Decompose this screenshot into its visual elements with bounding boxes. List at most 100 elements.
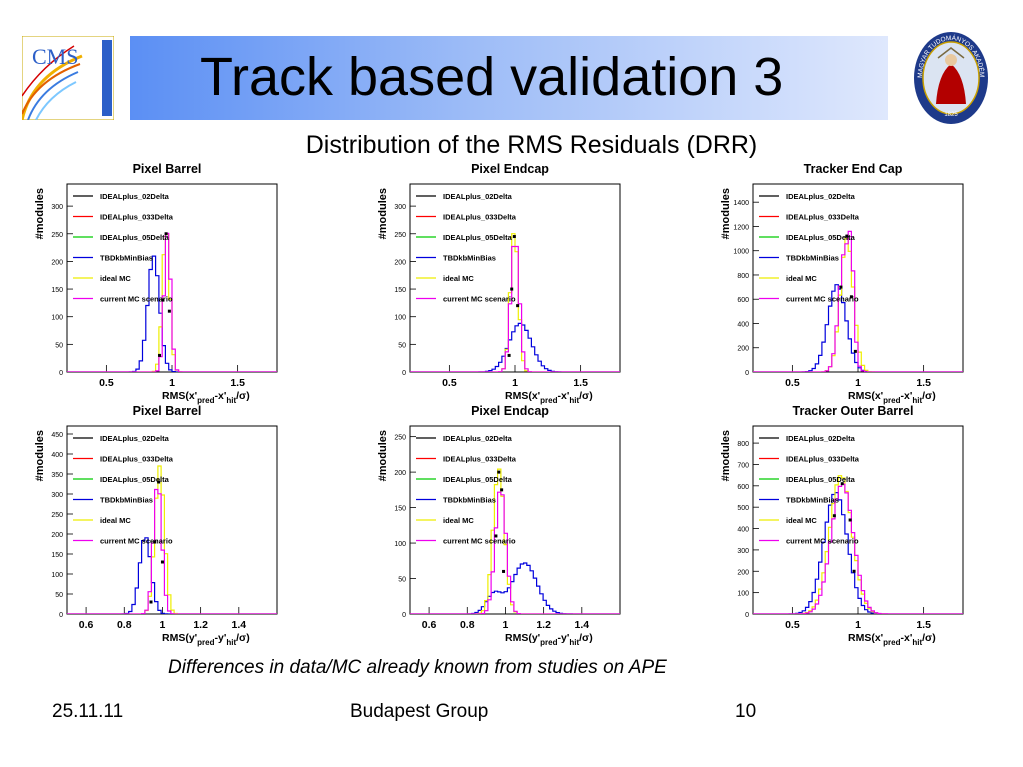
slide-subtitle: Distribution of the RMS Residuals (DRR) bbox=[305, 131, 758, 159]
x-tick-label: 0.5 bbox=[442, 377, 457, 389]
y-tick-label: 0 bbox=[59, 612, 63, 619]
legend-label: current MC scenario bbox=[100, 295, 173, 304]
legend-label: IDEALplus_05Delta bbox=[786, 233, 856, 242]
histogram-series-2 bbox=[410, 245, 620, 372]
data-marker bbox=[516, 304, 520, 308]
histogram-series-2 bbox=[753, 230, 963, 372]
histogram-series-1 bbox=[67, 465, 277, 614]
x-tick-label: 0.8 bbox=[117, 619, 132, 631]
data-marker bbox=[839, 285, 843, 289]
y-tick-label: 150 bbox=[394, 287, 406, 294]
x-tick-label: 1 bbox=[503, 619, 509, 631]
data-marker bbox=[853, 349, 857, 353]
legend-label: TBDkbMinBias bbox=[443, 496, 496, 505]
data-marker bbox=[512, 235, 516, 239]
legend-label: IDEALplus_05Delta bbox=[443, 233, 513, 242]
legend-label: TBDkbMinBias bbox=[786, 496, 839, 505]
chart-title: Pixel Endcap bbox=[471, 162, 549, 176]
footnote: Differences in data/MC already known fro… bbox=[168, 657, 667, 678]
histogram-series-2 bbox=[67, 232, 277, 372]
y-tick-label: 50 bbox=[55, 342, 63, 349]
legend-label: current MC scenario bbox=[786, 537, 859, 546]
legend-label: IDEALplus_02Delta bbox=[443, 192, 513, 201]
chart-title: Tracker Outer Barrel bbox=[793, 404, 914, 418]
data-marker bbox=[158, 353, 162, 357]
legend-label: IDEALplus_05Delta bbox=[100, 233, 170, 242]
y-tick-label: 150 bbox=[394, 506, 406, 513]
chart-pixel-barrel-y: Pixel Barrel 0 50 100 150 200 250 300 350 400 450 0… bbox=[12, 400, 302, 650]
y-tick-label: 200 bbox=[51, 532, 63, 539]
chart-svg: Pixel Barrel 0 50 100 150 200 250 300 350 400 450 0… bbox=[34, 404, 278, 647]
plot-frame bbox=[409, 183, 621, 373]
plot-frame bbox=[409, 425, 621, 615]
legend-label: IDEALplus_02Delta bbox=[100, 434, 170, 443]
legend-label: IDEALplus_05Delta bbox=[443, 475, 513, 484]
data-marker bbox=[852, 569, 856, 573]
legend-label: ideal MC bbox=[786, 274, 817, 283]
y-tick-label: 500 bbox=[737, 505, 749, 512]
y-tick-label: 300 bbox=[51, 492, 63, 499]
legend-label: TBDkbMinBias bbox=[786, 254, 839, 263]
x-axis-label: RMS(x'pred-x'hit/σ) bbox=[162, 390, 250, 405]
x-tick-label: 1.5 bbox=[573, 377, 588, 389]
y-tick-label: 100 bbox=[737, 591, 749, 598]
y-tick-label: 100 bbox=[51, 572, 63, 579]
legend-label: IDEALplus_02Delta bbox=[443, 434, 513, 443]
chart-title: Pixel Barrel bbox=[133, 162, 202, 176]
y-tick-label: 700 bbox=[737, 462, 749, 469]
legend-label: IDEALplus_05Delta bbox=[100, 475, 170, 484]
y-axis-label: #modules bbox=[720, 430, 732, 481]
y-tick-label: 50 bbox=[398, 342, 406, 349]
y-tick-label: 400 bbox=[737, 321, 749, 328]
academy-seal: MAGYAR TUDOMÁNYOS AKADÉMIA 1825 bbox=[910, 25, 990, 126]
chart-pixel-endcap-x: Pixel Endcap 0 50 100 150 200 250 300 0.5 1 1.5 #mo… bbox=[355, 158, 645, 408]
y-tick-label: 0 bbox=[402, 612, 406, 619]
y-tick-label: 300 bbox=[51, 204, 63, 211]
legend-label: IDEALplus_033Delta bbox=[100, 213, 174, 222]
data-marker bbox=[832, 514, 836, 518]
histogram-series-2 bbox=[410, 491, 620, 614]
chart-svg: Pixel Endcap 0 50 100 150 200 250 300 0.5 1 1.5 #mo… bbox=[377, 162, 621, 405]
y-tick-label: 50 bbox=[55, 592, 63, 599]
y-axis-label: #modules bbox=[377, 430, 389, 481]
title-bar: Track based validation 3 bbox=[130, 36, 888, 120]
y-tick-label: 100 bbox=[394, 315, 406, 322]
y-tick-label: 100 bbox=[394, 541, 406, 548]
chart-tracker-outer-barrel: Tracker Outer Barrel 0 100 200 300 400 500 600 7… bbox=[698, 400, 988, 650]
chart-pixel-endcap-y: Pixel Endcap 0 50 100 150 200 250 0.6 0.8 1 1.2 1.4… bbox=[355, 400, 645, 650]
footer-page: 10 bbox=[735, 701, 757, 722]
legend-label: IDEALplus_05Delta bbox=[786, 475, 856, 484]
x-tick-label: 1 bbox=[160, 619, 166, 631]
y-axis-label: #modules bbox=[720, 188, 732, 239]
data-marker bbox=[157, 480, 161, 484]
histogram-series-1 bbox=[67, 233, 277, 372]
y-tick-label: 600 bbox=[737, 484, 749, 491]
y-tick-label: 200 bbox=[394, 470, 406, 477]
cms-logo-text: CMS bbox=[32, 44, 78, 69]
x-tick-label: 1 bbox=[512, 377, 518, 389]
y-tick-label: 300 bbox=[394, 204, 406, 211]
x-axis-label: RMS(y'pred-y'hit/σ) bbox=[505, 632, 593, 647]
chart-svg: Pixel Endcap 0 50 100 150 200 250 0.6 0.8 1 1.2 1.4… bbox=[377, 404, 621, 647]
footer-group: Budapest Group bbox=[350, 701, 489, 722]
chart-svg: Tracker End Cap 0 200 400 600 800 1000 1200 1400… bbox=[720, 162, 964, 405]
x-tick-label: 0.5 bbox=[785, 619, 800, 631]
histogram-series-0 bbox=[67, 537, 277, 614]
x-tick-label: 1.5 bbox=[230, 377, 245, 389]
legend-label: IDEALplus_02Delta bbox=[100, 192, 170, 201]
chart-svg: Tracker Outer Barrel 0 100 200 300 400 500 600 7… bbox=[720, 404, 964, 647]
y-tick-label: 0 bbox=[402, 370, 406, 377]
y-tick-label: 1000 bbox=[733, 249, 749, 256]
x-tick-label: 0.8 bbox=[460, 619, 475, 631]
legend-label: TBDkbMinBias bbox=[100, 254, 153, 263]
y-tick-label: 200 bbox=[51, 259, 63, 266]
legend-label: ideal MC bbox=[443, 274, 474, 283]
data-marker bbox=[510, 287, 514, 291]
y-tick-label: 250 bbox=[51, 232, 63, 239]
legend-label: current MC scenario bbox=[786, 295, 859, 304]
y-tick-label: 0 bbox=[59, 370, 63, 377]
data-marker bbox=[164, 232, 168, 236]
y-axis-label: #modules bbox=[34, 430, 46, 481]
data-marker bbox=[160, 560, 164, 564]
legend-label: IDEALplus_02Delta bbox=[786, 434, 856, 443]
